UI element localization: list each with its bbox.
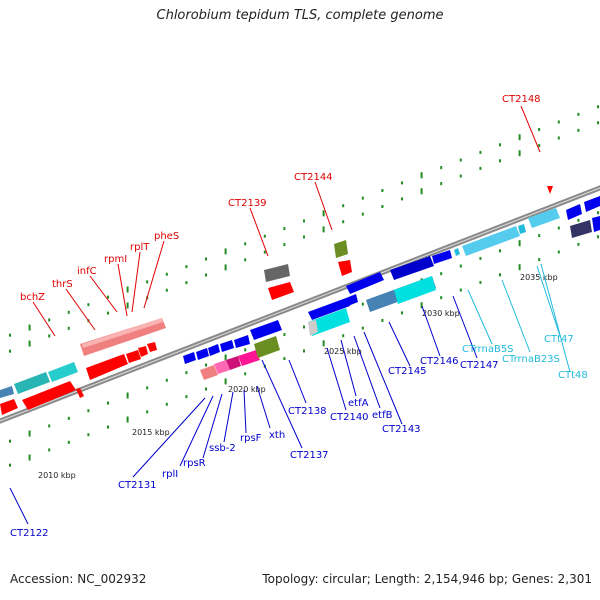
- gene-label: pheS: [154, 231, 179, 242]
- gene-arrow: [454, 248, 460, 256]
- gene-label: CT2122: [10, 528, 49, 539]
- gene-arrow: [183, 352, 196, 364]
- scale-labels: 2010 kbp 2015 kbp 2020 kbp 2025 kbp 2030…: [38, 273, 558, 480]
- gene-arrow: [14, 372, 50, 394]
- kbp-label: 2025 kbp: [324, 347, 362, 356]
- gene-arrow: [308, 308, 350, 336]
- gene-label: CTrrnaB23S: [502, 354, 560, 365]
- kbp-label: 2030 kbp: [422, 309, 460, 318]
- gene-arrow: [76, 388, 84, 398]
- gene-arrow: [226, 356, 241, 370]
- gene-arrow: [462, 226, 520, 256]
- gene-label: xth: [269, 430, 285, 441]
- leader-lines: [9, 105, 571, 525]
- gene-label: etfA: [348, 398, 369, 409]
- gene-arrow: [238, 350, 260, 366]
- gene-arrow: [196, 348, 209, 360]
- gene-arrow: [268, 282, 294, 300]
- gene-arrow: [254, 336, 280, 358]
- gene-label: CTt47: [544, 334, 574, 345]
- accession-text: Accession: NC_002932: [10, 572, 147, 586]
- gene-label: CT2139: [228, 198, 267, 209]
- gene-arrow: [208, 344, 220, 356]
- genome-summary-text: Topology: circular; Length: 2,154,946 bp…: [262, 572, 592, 586]
- kbp-label: 2035 kbp: [520, 273, 558, 282]
- gene-label: rpsF: [240, 433, 262, 444]
- tick-rows: [9, 105, 599, 467]
- gene-label: rplI: [162, 469, 178, 480]
- genome-backbone: [0, 185, 600, 424]
- gene-arrow: [220, 340, 234, 352]
- gene-label: infC: [77, 266, 97, 277]
- gene-arrow: [48, 362, 78, 382]
- gene-arrow: [0, 386, 14, 398]
- features-top: [0, 186, 553, 415]
- gene-arrow: [250, 320, 282, 340]
- gene-arrow: [338, 260, 352, 276]
- gene-arrow: [394, 276, 436, 304]
- gene-arrow: [308, 298, 350, 320]
- gene-label: ssb-2: [209, 443, 236, 454]
- kbp-label: 2015 kbp: [132, 428, 170, 437]
- gene-arrow: [346, 272, 384, 294]
- gene-label: CTrrnaB5S: [462, 344, 514, 355]
- features-bottom: [183, 196, 600, 380]
- gene-label: CT2140: [330, 412, 369, 423]
- gene-label: etfB: [372, 410, 393, 421]
- gene-arrow: [200, 365, 218, 380]
- gene-arrow: [0, 399, 18, 415]
- gene-arrow: [234, 335, 250, 348]
- gene-label: rplT: [130, 242, 150, 253]
- gene-label: CT2147: [460, 360, 499, 371]
- gene-arrow: [528, 208, 560, 228]
- gene-arrow: [346, 294, 358, 306]
- gene-arrow: [126, 350, 141, 363]
- gene-label: rpsR: [183, 458, 206, 469]
- gene-arrow: [82, 318, 163, 348]
- gene-label: CT2145: [388, 366, 427, 377]
- gene-arrow: [570, 220, 592, 238]
- gene-label: CT2131: [118, 480, 157, 491]
- gene-arrow: [518, 224, 526, 234]
- gene-label: CT2137: [290, 450, 329, 461]
- gene-label: CT2144: [294, 172, 333, 183]
- gene-arrow: [214, 360, 230, 374]
- gene-arrow: [584, 196, 600, 212]
- gene-arrow: [138, 346, 148, 357]
- gene-arrow: [432, 250, 452, 264]
- gene-label: CT2138: [288, 406, 327, 417]
- gene-label: CT2143: [382, 424, 421, 435]
- kbp-label: 2010 kbp: [38, 471, 76, 480]
- gene-arrow: [592, 216, 600, 232]
- gene-label: rpmI: [104, 254, 127, 265]
- gene-arrow: [308, 320, 318, 336]
- gene-arrow: [86, 354, 128, 380]
- gene-labels: bchZ thrS infC rpmI rplT pheS CT2139 CT2…: [10, 94, 588, 539]
- kbp-label: 2020 kbp: [228, 385, 266, 394]
- gene-label: CT2146: [420, 356, 459, 367]
- gene-label: CT2148: [502, 94, 541, 105]
- gene-label: bchZ: [20, 292, 45, 303]
- gene-arrow: [147, 342, 157, 352]
- gene-arrow: [566, 204, 582, 220]
- gene-arrow: [22, 381, 76, 410]
- gene-label: CTt48: [558, 370, 588, 381]
- gene-label: thrS: [52, 279, 73, 290]
- gene-arrow: [390, 256, 434, 280]
- gene-arrow: [264, 264, 290, 282]
- map-title: Chlorobium tepidum TLS, complete genome: [156, 8, 444, 23]
- gene-arrow: [547, 186, 553, 194]
- gene-arrow: [334, 240, 348, 258]
